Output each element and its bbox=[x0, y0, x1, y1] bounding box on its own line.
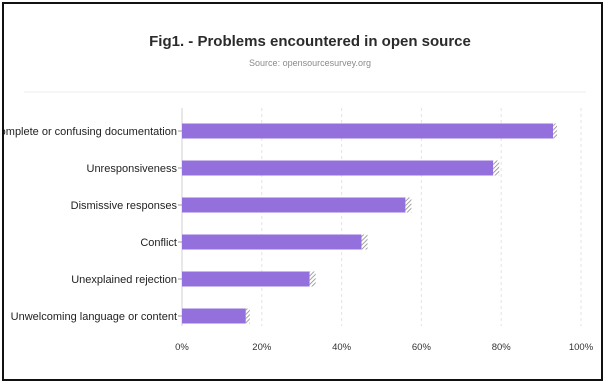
category-label: Unexplained rejection bbox=[71, 274, 177, 286]
category-label: Incomplete or confusing documentation bbox=[4, 126, 177, 138]
category-label: Unresponsiveness bbox=[87, 163, 178, 175]
chart-frame: Fig1. - Problems encountered in open sou… bbox=[2, 2, 603, 381]
bar bbox=[182, 197, 406, 213]
x-tick-label: 0% bbox=[175, 342, 189, 353]
bar-hatched-segment bbox=[245, 308, 250, 324]
bar bbox=[182, 123, 554, 139]
category-labels: Incomplete or confusing documentation Unr… bbox=[4, 126, 182, 323]
bar-hatched-segment bbox=[405, 197, 412, 213]
bar-hatched-segment bbox=[309, 271, 316, 287]
category-label: Unwelcoming language or content bbox=[11, 311, 177, 323]
x-tick-label: 20% bbox=[252, 342, 272, 353]
bar bbox=[182, 271, 310, 287]
x-axis-ticks: 0% 20% 40% 60% 80% 100% bbox=[175, 342, 594, 353]
category-label: Dismissive responses bbox=[71, 200, 178, 212]
x-tick-label: 60% bbox=[412, 342, 432, 353]
x-tick-label: 100% bbox=[569, 342, 594, 353]
category-label: Conflict bbox=[140, 237, 177, 249]
chart-title: Fig1. - Problems encountered in open sou… bbox=[149, 33, 471, 50]
bar bbox=[182, 308, 246, 324]
bar-hatched-segment bbox=[361, 234, 368, 250]
bar-chart: Fig1. - Problems encountered in open sou… bbox=[4, 33, 594, 353]
bar-hatched-segment bbox=[553, 123, 558, 139]
x-tick-label: 40% bbox=[332, 342, 352, 353]
bar bbox=[182, 234, 362, 250]
bar bbox=[182, 160, 494, 176]
chart-subtitle: Source: opensourcesurvey.org bbox=[249, 58, 371, 68]
x-tick-label: 80% bbox=[492, 342, 512, 353]
bar-hatched-segment bbox=[493, 160, 500, 176]
grid-lines bbox=[181, 108, 582, 326]
bars-group bbox=[182, 123, 558, 324]
